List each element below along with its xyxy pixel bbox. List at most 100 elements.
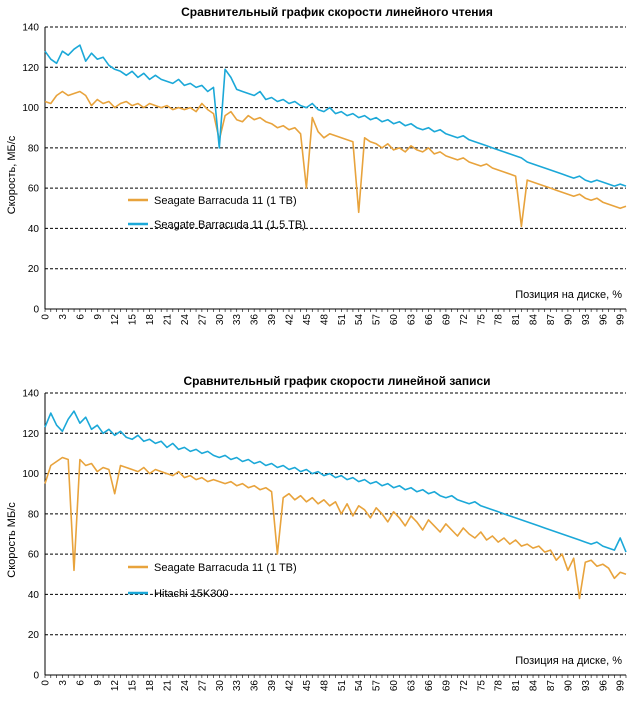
x-tick-label: 45 bbox=[302, 680, 313, 692]
x-tick-label: 69 bbox=[441, 314, 452, 326]
x-tick-label: 78 bbox=[494, 680, 505, 692]
x-tick-label: 36 bbox=[250, 680, 261, 692]
legend-entry-0: Seagate Barracuda 11 (1 TB) bbox=[154, 562, 297, 574]
y-tick-label: 80 bbox=[28, 143, 40, 154]
x-tick-label: 42 bbox=[285, 680, 296, 692]
series-line-1 bbox=[44, 44, 627, 187]
x-tick-label: 15 bbox=[128, 314, 139, 326]
x-tick-label: 45 bbox=[302, 314, 313, 326]
y-tick-label: 40 bbox=[28, 224, 40, 235]
x-tick-label: 81 bbox=[511, 680, 522, 692]
x-tick-label: 90 bbox=[563, 680, 574, 692]
x-tick-label: 15 bbox=[128, 680, 139, 692]
y-tick-label: 80 bbox=[28, 509, 40, 520]
x-tick-label: 21 bbox=[163, 314, 174, 326]
x-tick-label: 66 bbox=[424, 314, 435, 326]
y-tick-label: 0 bbox=[33, 671, 39, 682]
x-tick-label: 18 bbox=[145, 314, 156, 326]
y-tick-label: 100 bbox=[22, 103, 39, 114]
x-tick-label: 75 bbox=[476, 680, 487, 692]
x-tick-label: 27 bbox=[197, 314, 208, 326]
y-tick-label: 120 bbox=[22, 63, 39, 74]
y-tick-label: 60 bbox=[28, 184, 40, 195]
x-tick-label: 0 bbox=[41, 314, 52, 320]
x-tick-label: 84 bbox=[529, 680, 540, 692]
x-tick-label: 12 bbox=[110, 680, 121, 692]
x-tick-label: 72 bbox=[459, 314, 470, 326]
x-tick-label: 48 bbox=[319, 314, 330, 326]
x-tick-label: 54 bbox=[354, 680, 365, 692]
legend-entry-1: Hitachi 15K300 bbox=[154, 588, 229, 600]
y-tick-label: 40 bbox=[28, 590, 40, 601]
x-axis-label: Позиция на диске, % bbox=[515, 655, 622, 667]
x-axis-label: Позиция на диске, % bbox=[515, 289, 622, 301]
write-speed-chart: Сравнительный график скорости линейной з… bbox=[6, 374, 627, 692]
y-tick-label: 60 bbox=[28, 550, 40, 561]
x-tick-label: 30 bbox=[215, 314, 226, 326]
x-tick-label: 93 bbox=[581, 314, 592, 326]
x-tick-label: 87 bbox=[546, 680, 557, 692]
x-tick-label: 63 bbox=[407, 680, 418, 692]
x-tick-label: 30 bbox=[215, 680, 226, 692]
x-tick-label: 0 bbox=[41, 680, 52, 686]
x-tick-label: 24 bbox=[180, 314, 191, 326]
x-tick-label: 51 bbox=[337, 314, 348, 326]
series-line-0 bbox=[44, 456, 627, 600]
x-tick-label: 99 bbox=[616, 680, 627, 692]
x-tick-label: 24 bbox=[180, 680, 191, 692]
x-tick-label: 9 bbox=[93, 680, 104, 686]
x-tick-label: 48 bbox=[319, 680, 330, 692]
y-tick-label: 20 bbox=[28, 630, 40, 641]
y-tick-label: 20 bbox=[28, 264, 40, 275]
x-tick-label: 33 bbox=[232, 680, 243, 692]
x-tick-label: 33 bbox=[232, 314, 243, 326]
x-tick-label: 63 bbox=[407, 314, 418, 326]
y-tick-label: 0 bbox=[33, 305, 39, 316]
y-axis-label: Скорость МБ/с bbox=[6, 502, 18, 578]
x-tick-label: 12 bbox=[110, 314, 121, 326]
x-tick-label: 54 bbox=[354, 314, 365, 326]
x-tick-label: 60 bbox=[389, 680, 400, 692]
x-tick-label: 39 bbox=[267, 680, 278, 692]
x-tick-label: 78 bbox=[494, 314, 505, 326]
legend: Seagate Barracuda 11 (1 TB) Hitachi 15K3… bbox=[128, 562, 297, 600]
x-tick-label: 27 bbox=[197, 680, 208, 692]
x-tick-label: 66 bbox=[424, 680, 435, 692]
x-tick-label: 51 bbox=[337, 680, 348, 692]
x-tick-label: 96 bbox=[598, 680, 609, 692]
y-axis-label: Скорость, МБ/с bbox=[6, 135, 18, 214]
chart-title: Сравнительный график скорости линейной з… bbox=[183, 374, 490, 388]
y-tick-label: 100 bbox=[22, 469, 39, 480]
x-tick-label: 69 bbox=[441, 680, 452, 692]
y-tick-label: 140 bbox=[22, 23, 39, 34]
x-tick-label: 90 bbox=[563, 314, 574, 326]
series-line-0 bbox=[44, 90, 627, 228]
x-tick-label: 21 bbox=[163, 680, 174, 692]
x-tick-label: 6 bbox=[75, 680, 86, 686]
x-tick-label: 36 bbox=[250, 314, 261, 326]
x-tick-label: 81 bbox=[511, 314, 522, 326]
y-tick-label: 120 bbox=[22, 429, 39, 440]
x-tick-label: 39 bbox=[267, 314, 278, 326]
legend-entry-1: Seagate Barracuda 11 (1.5 TB) bbox=[154, 219, 306, 231]
x-tick-label: 72 bbox=[459, 680, 470, 692]
legend-entry-0: Seagate Barracuda 11 (1 TB) bbox=[154, 195, 297, 207]
series-line-1 bbox=[44, 410, 627, 553]
x-tick-label: 6 bbox=[75, 314, 86, 320]
legend: Seagate Barracuda 11 (1 TB) Seagate Barr… bbox=[128, 195, 306, 231]
y-tick-label: 140 bbox=[22, 389, 39, 400]
x-tick-label: 18 bbox=[145, 680, 156, 692]
x-tick-label: 57 bbox=[372, 314, 383, 326]
x-tick-label: 9 bbox=[93, 314, 104, 320]
x-tick-label: 3 bbox=[58, 314, 69, 320]
x-tick-label: 84 bbox=[529, 314, 540, 326]
x-tick-label: 93 bbox=[581, 680, 592, 692]
x-tick-label: 57 bbox=[372, 680, 383, 692]
chart-title: Сравнительный график скорости линейного … bbox=[181, 5, 493, 19]
x-tick-label: 3 bbox=[58, 680, 69, 686]
x-tick-label: 60 bbox=[389, 314, 400, 326]
x-tick-label: 96 bbox=[598, 314, 609, 326]
x-tick-label: 99 bbox=[616, 314, 627, 326]
x-tick-label: 42 bbox=[285, 314, 296, 326]
x-tick-label: 87 bbox=[546, 314, 557, 326]
